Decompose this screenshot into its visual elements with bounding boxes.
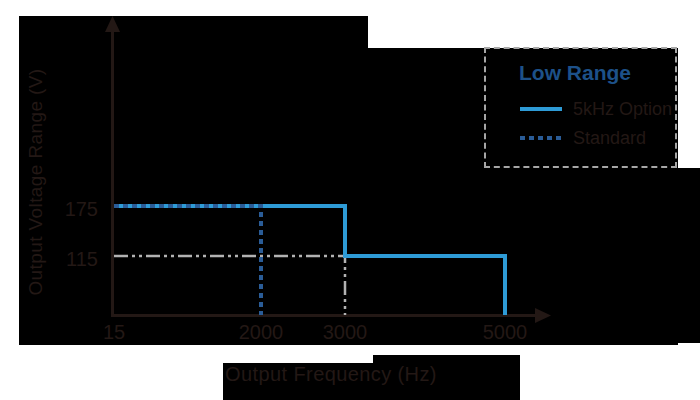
y-tick-label: 175 bbox=[65, 198, 98, 221]
legend-item: Standard bbox=[520, 128, 646, 148]
y-axis-title: Output Voltage Range (V) bbox=[25, 68, 47, 295]
x-tick-label: 15 bbox=[103, 321, 125, 344]
x-tick-label: 5000 bbox=[483, 321, 528, 344]
y-tick-label: 115 bbox=[66, 248, 98, 271]
legend-item-label: 5kHz Option bbox=[573, 99, 672, 120]
legend-item-label: Standard bbox=[573, 128, 646, 149]
legend-item: 5kHz Option bbox=[520, 99, 672, 119]
legend-title: Low Range bbox=[519, 61, 631, 85]
background-artifact-block bbox=[678, 168, 700, 343]
chart-canvas: Output Voltage Range (V) Output Frequenc… bbox=[0, 0, 700, 400]
x-tick-label: 2000 bbox=[239, 321, 284, 344]
dashed-line-swatch-icon bbox=[520, 135, 562, 141]
x-tick-label: 3000 bbox=[323, 321, 368, 344]
background-artifact-block bbox=[19, 16, 368, 345]
solid-line-swatch-icon bbox=[520, 106, 562, 112]
x-axis-title: Output Frequency (Hz) bbox=[225, 363, 437, 386]
legend-box: Low Range 5kHz Option Standard bbox=[484, 47, 677, 168]
